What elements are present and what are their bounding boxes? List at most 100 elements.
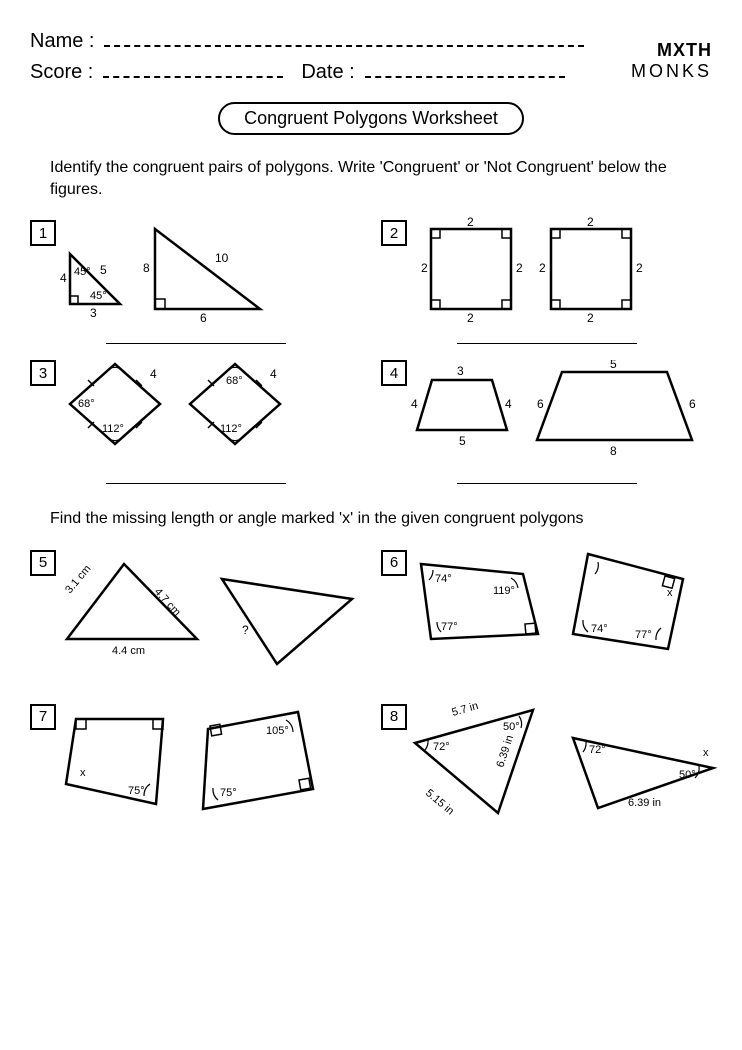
answer-blank[interactable] — [106, 343, 286, 344]
svg-text:4: 4 — [60, 271, 67, 285]
svg-text:112°: 112° — [220, 423, 242, 435]
svg-text:x: x — [80, 767, 86, 779]
svg-text:8: 8 — [143, 261, 150, 275]
logo-line2: MONKS — [631, 61, 712, 82]
svg-text:2: 2 — [636, 261, 643, 275]
svg-text:2: 2 — [467, 215, 474, 229]
svg-text:4: 4 — [505, 397, 512, 411]
row-2: 3 68° 112° 4 68° 112° 4 4 3 4 4 5 — [30, 354, 712, 484]
problem-2: 2 2 2 2 2 2 2 2 2 — [381, 214, 712, 344]
problem-7: 7 x 75° 105° 75° — [30, 698, 361, 838]
p8-figure: 5.7 in 5.15 in 6.39 in 72° 50° 72° 50° x… — [403, 698, 742, 838]
problem-8: 8 5.7 in 5.15 in 6.39 in 72° 50° 72° 50°… — [381, 698, 712, 838]
answer-blank[interactable] — [457, 483, 637, 484]
svg-text:6: 6 — [689, 397, 696, 411]
svg-text:2: 2 — [467, 311, 474, 324]
svg-text:x: x — [703, 747, 709, 759]
trap-2 — [537, 372, 692, 440]
svg-text:6.39 in: 6.39 in — [494, 734, 516, 769]
instruction-2: Find the missing length or angle marked … — [50, 508, 702, 530]
svg-text:72°: 72° — [433, 741, 450, 753]
name-blank[interactable] — [104, 31, 584, 47]
p6-figure: 74° 77° 119° x 74° 77° — [403, 544, 742, 679]
triangle-b — [222, 579, 352, 664]
svg-text:77°: 77° — [441, 621, 458, 633]
problem-4: 4 3 4 4 5 5 6 6 8 — [381, 354, 712, 484]
trap-1 — [417, 380, 507, 430]
svg-text:3: 3 — [457, 364, 464, 378]
svg-text:2: 2 — [516, 261, 523, 275]
svg-text:5: 5 — [610, 360, 617, 371]
svg-text:3: 3 — [90, 306, 97, 320]
score-label: Score : — [30, 61, 93, 84]
instruction-1: Identify the congruent pairs of polygons… — [50, 157, 702, 200]
problem-number: 3 — [30, 360, 56, 386]
svg-text:4.7 cm: 4.7 cm — [152, 586, 183, 619]
svg-text:74°: 74° — [591, 623, 608, 635]
svg-text:3.1 cm: 3.1 cm — [63, 563, 93, 596]
answer-blank[interactable] — [457, 343, 637, 344]
svg-text:72°: 72° — [589, 744, 606, 756]
p3-figure: 68° 112° 4 68° 112° 4 — [60, 354, 380, 469]
svg-text:50°: 50° — [503, 721, 520, 733]
problem-number: 2 — [381, 220, 407, 246]
svg-text:10: 10 — [215, 251, 229, 265]
row-3: 5 3.1 cm 4.7 cm 4.4 cm ? 6 74° 77° 119° … — [30, 544, 712, 684]
title-wrap: Congruent Polygons Worksheet — [30, 102, 712, 135]
problem-6: 6 74° 77° 119° x 74° 77° — [381, 544, 712, 684]
problem-number: 7 — [30, 704, 56, 730]
right-angle-icon — [155, 299, 165, 309]
svg-text:6: 6 — [537, 397, 544, 411]
p4-figure: 3 4 4 5 5 6 6 8 — [407, 360, 742, 470]
row-1: 1 45° 45° 4 5 3 8 10 6 2 2 2 2 2 — [30, 214, 712, 344]
svg-text:50°: 50° — [679, 769, 696, 781]
score-blank[interactable] — [103, 62, 283, 78]
svg-text:5.7 in: 5.7 in — [451, 700, 480, 719]
quad-b — [573, 554, 683, 649]
name-label: Name : — [30, 30, 94, 53]
svg-text:112°: 112° — [102, 423, 124, 435]
date-blank[interactable] — [365, 62, 565, 78]
svg-text:5.15 in: 5.15 in — [423, 787, 456, 817]
p2-figure: 2 2 2 2 2 2 2 2 — [411, 214, 731, 324]
svg-text:2: 2 — [421, 261, 428, 275]
square-2 — [551, 229, 631, 309]
svg-text:2: 2 — [587, 311, 594, 324]
svg-text:75°: 75° — [220, 787, 237, 799]
svg-text:105°: 105° — [266, 725, 289, 737]
svg-text:2: 2 — [539, 261, 546, 275]
svg-text:2: 2 — [587, 215, 594, 229]
p5-figure: 3.1 cm 4.7 cm 4.4 cm ? — [52, 544, 382, 679]
svg-text:4: 4 — [270, 367, 277, 381]
svg-text:119°: 119° — [493, 585, 515, 597]
problem-3: 3 68° 112° 4 68° 112° 4 — [30, 354, 361, 484]
svg-text:68°: 68° — [226, 375, 243, 387]
svg-text:4.4 cm: 4.4 cm — [112, 645, 145, 657]
svg-text:77°: 77° — [635, 629, 652, 641]
problem-1: 1 45° 45° 4 5 3 8 10 6 — [30, 214, 361, 344]
svg-text:74°: 74° — [435, 573, 452, 585]
date-label: Date : — [301, 61, 354, 84]
problem-number: 1 — [30, 220, 56, 246]
worksheet-title: Congruent Polygons Worksheet — [218, 102, 524, 135]
logo: MXTH MONKS — [631, 40, 712, 82]
svg-text:6.39 in: 6.39 in — [628, 797, 661, 809]
svg-text:4: 4 — [150, 367, 157, 381]
score-date-row: Score : Date : — [30, 61, 712, 84]
row-4: 7 x 75° 105° 75° 8 5.7 in 5.15 in 6.39 i… — [30, 698, 712, 838]
square-1 — [431, 229, 511, 309]
svg-text:75°: 75° — [128, 785, 145, 797]
svg-text:4: 4 — [411, 397, 418, 411]
svg-text:5: 5 — [459, 434, 466, 448]
svg-text:?: ? — [242, 623, 249, 637]
svg-text:45°: 45° — [74, 266, 91, 278]
svg-text:68°: 68° — [78, 398, 95, 410]
answer-blank[interactable] — [106, 483, 286, 484]
triangle-large — [155, 229, 260, 309]
svg-text:x: x — [667, 587, 673, 599]
svg-text:8: 8 — [610, 444, 617, 458]
svg-text:5: 5 — [100, 263, 107, 277]
svg-text:45°: 45° — [90, 290, 107, 302]
name-row: Name : — [30, 30, 712, 53]
logo-line1: MXTH — [631, 40, 712, 61]
